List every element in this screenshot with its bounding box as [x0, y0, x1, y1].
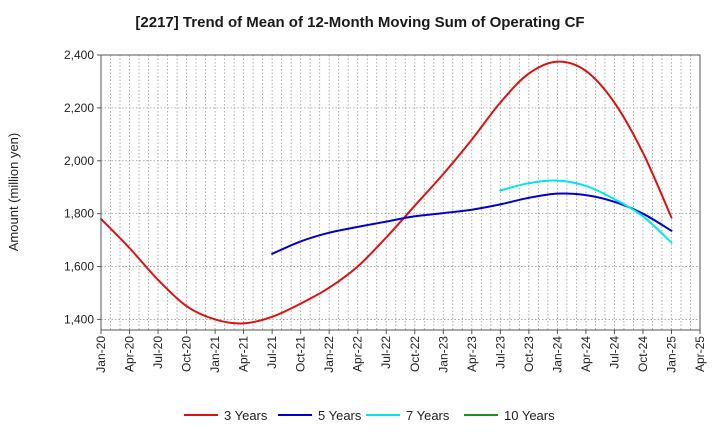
series-line-3-years	[100, 60, 673, 325]
x-tick-label: Jan-24	[550, 336, 564, 373]
x-tick-label: Oct-21	[294, 336, 308, 372]
x-tick-label: Jan-23	[436, 336, 450, 373]
plot-border	[100, 54, 701, 331]
legend-label-10-years: 10 Years	[504, 408, 555, 423]
x-tick-label: Jan-21	[208, 336, 222, 373]
x-tick-label: Jul-20	[151, 336, 165, 369]
x-tick-label: Oct-24	[636, 336, 650, 372]
x-tick-label: Apr-24	[579, 336, 593, 372]
x-tick-label: Apr-23	[465, 336, 479, 372]
x-tick-label: Oct-20	[180, 336, 194, 372]
x-tick-label: Jan-25	[664, 336, 678, 373]
x-tick-label: Oct-23	[522, 336, 536, 372]
y-tick-label: 1,800	[64, 207, 94, 221]
chart-title: [2217] Trend of Mean of 12-Month Moving …	[135, 14, 584, 31]
legend-label-7-years: 7 Years	[406, 408, 450, 423]
y-tick-label: 2,200	[64, 101, 94, 115]
y-tick-label: 1,400	[64, 312, 94, 326]
y-tick-label: 2,400	[64, 48, 94, 62]
x-tick-label: Jan-20	[94, 336, 108, 373]
y-tick-label: 2,000	[64, 154, 94, 168]
legend-label-3-years: 3 Years	[224, 408, 268, 423]
x-tick-label: Jul-23	[493, 336, 507, 369]
x-tick-label: Apr-25	[693, 336, 707, 372]
x-tick-label: Oct-22	[408, 336, 422, 372]
x-tick-label: Jul-22	[379, 336, 393, 369]
x-tick-label: Apr-20	[123, 336, 137, 372]
y-axis-label: Amount (million yen)	[6, 133, 21, 252]
x-ticks: Jan-20 Apr-20 Jul-20 Oct-20 Jan-21 Apr-21 Jul-…	[94, 330, 707, 373]
legend: 3 Years 5 Years 7 Years 10 Years	[184, 408, 555, 423]
x-tick-label: Apr-22	[351, 336, 365, 372]
legend-label-5-years: 5 Years	[318, 408, 362, 423]
x-tick-label: Jan-22	[322, 336, 336, 373]
x-tick-label: Jul-24	[607, 336, 621, 369]
gridlines	[101, 54, 700, 330]
series-line-7-years	[499, 179, 673, 244]
y-ticks: 1,400 1,600 1,800 2,000 2,200 2,400	[64, 48, 101, 326]
x-tick-label: Apr-21	[237, 336, 251, 372]
series-line-5-years	[271, 192, 673, 255]
x-tick-label: Jul-21	[265, 336, 279, 369]
series-lines	[100, 60, 673, 325]
y-tick-label: 1,600	[64, 260, 94, 274]
